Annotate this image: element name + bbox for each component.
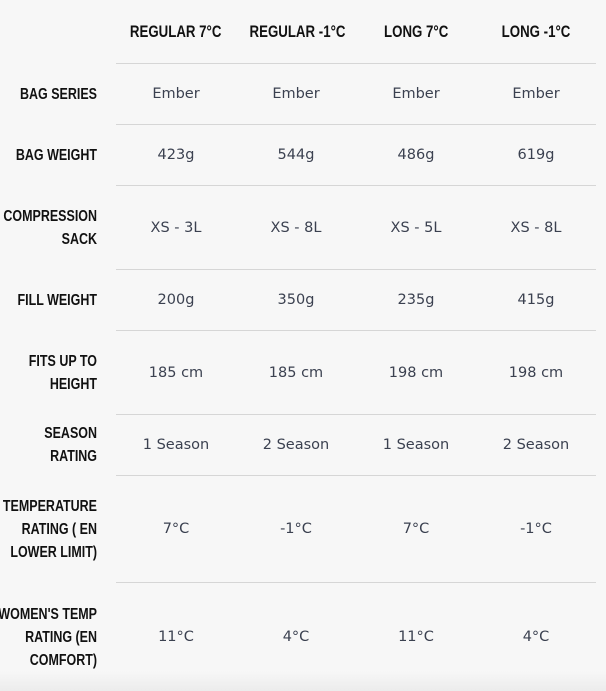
table-cell: 619g: [517, 147, 555, 163]
row-label: FITS UP TO HEIGHT: [28, 352, 97, 393]
table-cell: 7°C: [162, 521, 190, 537]
table-cell: -1°C: [280, 521, 312, 537]
table-cell: 198 cm: [388, 364, 444, 381]
table-cell: 185 cm: [268, 364, 324, 381]
table-cell: 200g: [157, 292, 195, 308]
table-row: SEASON RATING 1 Season 2 Season 1 Season 2 S…: [44, 414, 596, 475]
table-cell: 7°C: [402, 521, 430, 537]
table-cell: XS - 8L: [510, 219, 562, 236]
table-cell: 11°C: [158, 629, 194, 645]
table-row: BAG WEIGHT 423g 544g 486g 619g: [16, 124, 596, 185]
table-row: BAG SERIES Ember Ember Ember Ember: [20, 63, 596, 124]
table-cell: 415g: [517, 292, 555, 308]
table-cell: 486g: [397, 147, 435, 163]
table-cell: 11°C: [398, 629, 434, 645]
table-cell: XS - 3L: [150, 219, 202, 236]
table-cell: XS - 8L: [270, 219, 322, 236]
table-cell: 4°C: [522, 629, 550, 645]
table-row: FITS UP TO HEIGHT 185 cm 185 cm 198 cm 198 c…: [29, 330, 596, 414]
table-row: COMPRESSION SACK XS - 3L XS - 8L XS - 5L XS …: [3, 185, 596, 269]
column-header: REGULAR -1°C: [249, 21, 346, 41]
table-row: WOMEN'S TEMP RATING (EN COMFORT) 11°C 4°C 1…: [0, 582, 596, 691]
row-label: BAG SERIES: [20, 85, 97, 103]
table-cell: 1 Season: [142, 437, 210, 453]
column-header: REGULAR 7°C: [130, 21, 222, 41]
table-cell: 4°C: [282, 629, 310, 645]
table-cell: 423g: [157, 147, 195, 163]
table-cell: 2 Season: [262, 437, 330, 453]
table-cell: 544g: [277, 147, 315, 163]
header-row: REGULAR 7°C REGULAR -1°C LONG 7°C LONG -…: [116, 0, 596, 63]
table-cell: XS - 5L: [390, 219, 442, 236]
row-label: SEASON RATING: [44, 425, 97, 465]
table-row: FILL WEIGHT 200g 350g 235g 415g: [18, 269, 596, 330]
table-cell: 198 cm: [508, 364, 564, 381]
column-header: LONG -1°C: [501, 21, 571, 41]
table-cell: Ember: [272, 86, 320, 102]
column-header: LONG 7°C: [383, 21, 449, 41]
row-label: FILL WEIGHT: [17, 291, 97, 309]
table-cell: 350g: [277, 292, 315, 308]
table-cell: Ember: [152, 86, 200, 102]
table-cell: -1°C: [520, 521, 552, 537]
table-cell: Ember: [512, 86, 560, 102]
table-cell: Ember: [392, 86, 440, 102]
table-cell: 235g: [397, 292, 435, 308]
row-label: TEMPERATURE RATING ( EN LOWER LIMIT): [2, 497, 97, 561]
table-cell: 185 cm: [148, 364, 204, 381]
row-label: COMPRESSION SACK: [3, 207, 97, 248]
row-label: WOMEN'S TEMP RATING (EN COMFORT): [0, 605, 97, 669]
bottom-fade: [0, 671, 606, 691]
table-row: TEMPERATURE RATING ( EN LOWER LIMIT) 7°C -…: [3, 475, 596, 582]
table-cell: 1 Season: [382, 437, 450, 453]
table-cell: 2 Season: [502, 437, 570, 453]
row-label: BAG WEIGHT: [15, 146, 97, 164]
